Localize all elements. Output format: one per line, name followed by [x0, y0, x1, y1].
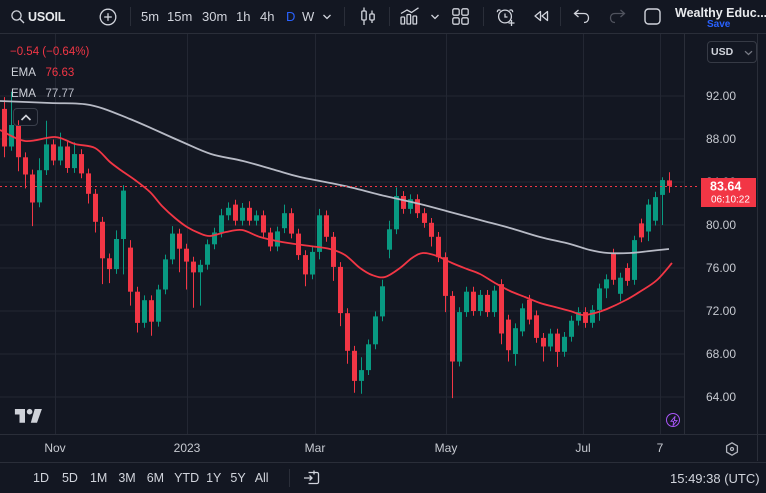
svg-text:80.00: 80.00 — [706, 218, 736, 232]
svg-text:88.00: 88.00 — [706, 132, 736, 146]
svg-text:92.00: 92.00 — [706, 89, 736, 103]
svg-text:06:10:22: 06:10:22 — [711, 195, 750, 206]
svg-text:68.00: 68.00 — [706, 347, 736, 361]
svg-text:72.00: 72.00 — [706, 304, 736, 318]
svg-text:76.00: 76.00 — [706, 261, 736, 275]
svg-text:7: 7 — [657, 441, 664, 455]
svg-text:64.00: 64.00 — [706, 390, 736, 404]
svg-text:Jul: Jul — [575, 441, 590, 455]
svg-text:Nov: Nov — [44, 441, 65, 455]
svg-text:May: May — [435, 441, 458, 455]
svg-text:83.64: 83.64 — [710, 180, 741, 194]
svg-text:2023: 2023 — [174, 441, 201, 455]
svg-text:Mar: Mar — [305, 441, 326, 455]
